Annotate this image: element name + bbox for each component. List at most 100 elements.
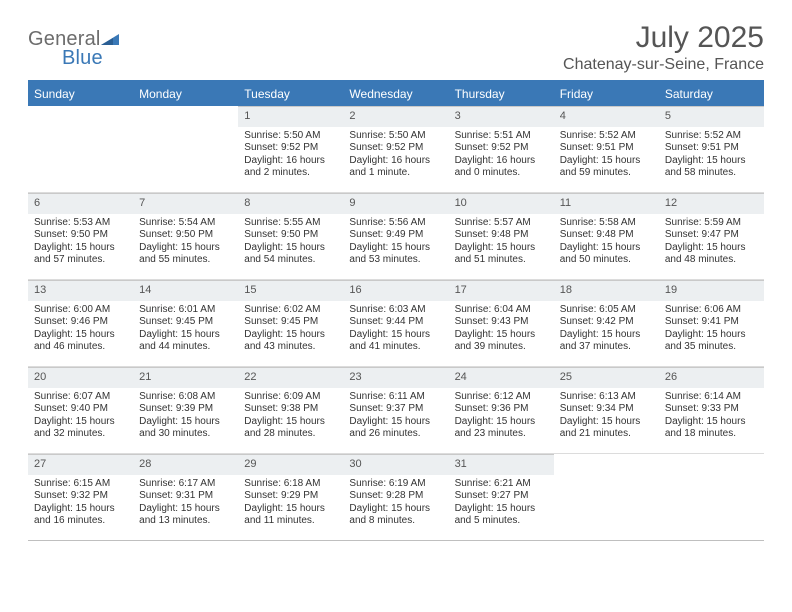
day-number: 20 (28, 367, 133, 388)
calendar-cell: 11Sunrise: 5:58 AMSunset: 9:48 PMDayligh… (554, 193, 659, 280)
daylight-text-1: Daylight: 15 hours (349, 503, 442, 516)
day-body: Sunrise: 6:21 AMSunset: 9:27 PMDaylight:… (449, 475, 554, 532)
day-number: 28 (133, 454, 238, 475)
daylight-text-2: and 46 minutes. (34, 341, 127, 354)
sunset-text: Sunset: 9:39 PM (139, 403, 232, 416)
daylight-text-1: Daylight: 15 hours (455, 329, 548, 342)
day-body: Sunrise: 6:00 AMSunset: 9:46 PMDaylight:… (28, 301, 133, 358)
day-number: 8 (238, 193, 343, 214)
daylight-text-2: and 51 minutes. (455, 254, 548, 267)
day-number: 1 (238, 106, 343, 127)
daylight-text-1: Daylight: 15 hours (349, 416, 442, 429)
location: Chatenay-sur-Seine, France (563, 56, 764, 74)
daylight-text-1: Daylight: 15 hours (455, 242, 548, 255)
sunset-text: Sunset: 9:48 PM (455, 229, 548, 242)
day-number: 21 (133, 367, 238, 388)
daylight-text-2: and 21 minutes. (560, 428, 653, 441)
day-body: Sunrise: 5:54 AMSunset: 9:50 PMDaylight:… (133, 214, 238, 271)
sunset-text: Sunset: 9:29 PM (244, 490, 337, 503)
calendar-cell: 31Sunrise: 6:21 AMSunset: 9:27 PMDayligh… (449, 454, 554, 541)
daylight-text-2: and 59 minutes. (560, 167, 653, 180)
calendar-cell: 19Sunrise: 6:06 AMSunset: 9:41 PMDayligh… (659, 280, 764, 367)
sunrise-text: Sunrise: 5:56 AM (349, 217, 442, 230)
daylight-text-1: Daylight: 15 hours (34, 329, 127, 342)
sunrise-text: Sunrise: 6:11 AM (349, 391, 442, 404)
day-body: Sunrise: 6:01 AMSunset: 9:45 PMDaylight:… (133, 301, 238, 358)
day-number: 13 (28, 280, 133, 301)
day-body: Sunrise: 5:55 AMSunset: 9:50 PMDaylight:… (238, 214, 343, 271)
day-number: 3 (449, 106, 554, 127)
calendar-cell (659, 454, 764, 541)
day-number: 17 (449, 280, 554, 301)
day-number: 26 (659, 367, 764, 388)
calendar-cell: 7Sunrise: 5:54 AMSunset: 9:50 PMDaylight… (133, 193, 238, 280)
weekday-header: Friday (554, 81, 659, 106)
daylight-text-2: and 30 minutes. (139, 428, 232, 441)
day-body: Sunrise: 6:08 AMSunset: 9:39 PMDaylight:… (133, 388, 238, 445)
day-number: 22 (238, 367, 343, 388)
sunset-text: Sunset: 9:42 PM (560, 316, 653, 329)
day-body: Sunrise: 5:50 AMSunset: 9:52 PMDaylight:… (343, 127, 448, 184)
sunset-text: Sunset: 9:50 PM (139, 229, 232, 242)
day-body: Sunrise: 6:19 AMSunset: 9:28 PMDaylight:… (343, 475, 448, 532)
daylight-text-1: Daylight: 16 hours (349, 155, 442, 168)
calendar-row: 1Sunrise: 5:50 AMSunset: 9:52 PMDaylight… (28, 106, 764, 193)
daylight-text-2: and 55 minutes. (139, 254, 232, 267)
calendar-cell: 29Sunrise: 6:18 AMSunset: 9:29 PMDayligh… (238, 454, 343, 541)
sunset-text: Sunset: 9:34 PM (560, 403, 653, 416)
sunset-text: Sunset: 9:50 PM (244, 229, 337, 242)
day-body: Sunrise: 6:05 AMSunset: 9:42 PMDaylight:… (554, 301, 659, 358)
sunset-text: Sunset: 9:47 PM (665, 229, 758, 242)
sunrise-text: Sunrise: 6:02 AM (244, 304, 337, 317)
daylight-text-2: and 43 minutes. (244, 341, 337, 354)
calendar-cell: 12Sunrise: 5:59 AMSunset: 9:47 PMDayligh… (659, 193, 764, 280)
daylight-text-2: and 8 minutes. (349, 515, 442, 528)
sunset-text: Sunset: 9:44 PM (349, 316, 442, 329)
calendar-body: 1Sunrise: 5:50 AMSunset: 9:52 PMDaylight… (28, 106, 764, 541)
daylight-text-2: and 54 minutes. (244, 254, 337, 267)
brand-logo: General Blue (28, 22, 119, 74)
calendar-cell: 14Sunrise: 6:01 AMSunset: 9:45 PMDayligh… (133, 280, 238, 367)
sunrise-text: Sunrise: 6:04 AM (455, 304, 548, 317)
daylight-text-2: and 23 minutes. (455, 428, 548, 441)
daylight-text-1: Daylight: 15 hours (244, 503, 337, 516)
sunrise-text: Sunrise: 5:52 AM (560, 130, 653, 143)
weekday-header: Monday (133, 81, 238, 106)
sunrise-text: Sunrise: 6:12 AM (455, 391, 548, 404)
sunset-text: Sunset: 9:46 PM (34, 316, 127, 329)
sunrise-text: Sunrise: 6:09 AM (244, 391, 337, 404)
sunrise-text: Sunrise: 5:55 AM (244, 217, 337, 230)
daylight-text-2: and 57 minutes. (34, 254, 127, 267)
sunset-text: Sunset: 9:48 PM (560, 229, 653, 242)
day-body: Sunrise: 6:06 AMSunset: 9:41 PMDaylight:… (659, 301, 764, 358)
daylight-text-1: Daylight: 15 hours (665, 329, 758, 342)
sunset-text: Sunset: 9:51 PM (665, 142, 758, 155)
calendar-cell: 22Sunrise: 6:09 AMSunset: 9:38 PMDayligh… (238, 367, 343, 454)
day-number: 30 (343, 454, 448, 475)
sunset-text: Sunset: 9:28 PM (349, 490, 442, 503)
sunset-text: Sunset: 9:52 PM (455, 142, 548, 155)
daylight-text-1: Daylight: 15 hours (349, 329, 442, 342)
sunrise-text: Sunrise: 5:54 AM (139, 217, 232, 230)
calendar-row: 13Sunrise: 6:00 AMSunset: 9:46 PMDayligh… (28, 280, 764, 367)
calendar-cell: 8Sunrise: 5:55 AMSunset: 9:50 PMDaylight… (238, 193, 343, 280)
weekday-header: Thursday (449, 81, 554, 106)
day-body: Sunrise: 5:56 AMSunset: 9:49 PMDaylight:… (343, 214, 448, 271)
page: General Blue July 2025 Chatenay-sur-Sein… (0, 0, 792, 563)
calendar-row: 27Sunrise: 6:15 AMSunset: 9:32 PMDayligh… (28, 454, 764, 541)
sunrise-text: Sunrise: 6:17 AM (139, 478, 232, 491)
daylight-text-2: and 13 minutes. (139, 515, 232, 528)
sunrise-text: Sunrise: 6:14 AM (665, 391, 758, 404)
daylight-text-2: and 1 minute. (349, 167, 442, 180)
sunrise-text: Sunrise: 5:50 AM (349, 130, 442, 143)
day-number: 16 (343, 280, 448, 301)
sunrise-text: Sunrise: 6:07 AM (34, 391, 127, 404)
calendar-cell: 1Sunrise: 5:50 AMSunset: 9:52 PMDaylight… (238, 106, 343, 193)
daylight-text-1: Daylight: 15 hours (34, 416, 127, 429)
daylight-text-1: Daylight: 15 hours (560, 155, 653, 168)
weekday-header-row: Sunday Monday Tuesday Wednesday Thursday… (28, 81, 764, 106)
weekday-header: Saturday (659, 81, 764, 106)
calendar-cell: 9Sunrise: 5:56 AMSunset: 9:49 PMDaylight… (343, 193, 448, 280)
sunset-text: Sunset: 9:37 PM (349, 403, 442, 416)
sunrise-text: Sunrise: 6:06 AM (665, 304, 758, 317)
